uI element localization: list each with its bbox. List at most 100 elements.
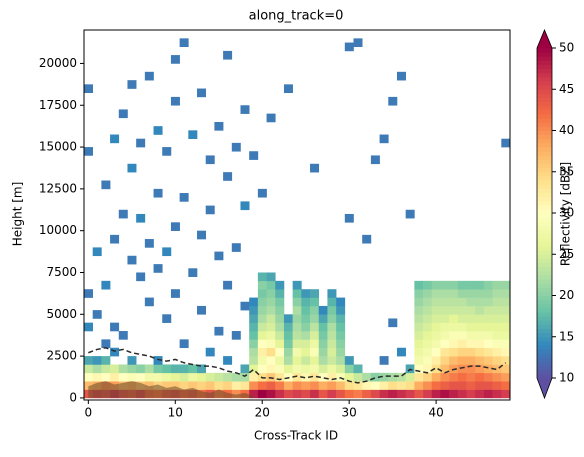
y-tick-label: 17500 <box>39 98 77 112</box>
cell <box>101 372 111 382</box>
cell <box>353 389 363 399</box>
colorbar-segment <box>537 155 552 160</box>
cell <box>440 372 450 382</box>
colorbar-segment <box>537 188 552 193</box>
colorbar-segment <box>537 114 552 119</box>
cell <box>275 322 285 332</box>
cell <box>118 109 128 119</box>
cell <box>283 84 293 94</box>
cell <box>414 389 424 399</box>
cell <box>170 364 180 374</box>
colorbar-segment <box>537 274 552 280</box>
cell <box>405 209 415 219</box>
cell <box>492 289 502 298</box>
colorbar-extend-top <box>537 30 552 48</box>
colorbar-segment <box>537 246 552 251</box>
cell <box>301 305 311 315</box>
cell <box>310 322 320 332</box>
cell <box>162 372 172 382</box>
colorbar-segment <box>537 109 552 115</box>
cell <box>327 356 337 365</box>
cell <box>153 188 163 198</box>
cell <box>214 121 224 131</box>
cell <box>144 71 154 81</box>
cell <box>475 356 485 365</box>
cell <box>266 297 276 307</box>
cell <box>110 364 120 374</box>
cell <box>440 356 450 365</box>
cell <box>197 364 207 374</box>
cell <box>483 314 493 323</box>
cell <box>336 314 346 323</box>
colorbar-segment <box>537 60 552 65</box>
cell <box>292 331 302 340</box>
cell <box>501 356 511 365</box>
colorbar-segment <box>537 307 552 313</box>
colorbar-segment <box>537 295 552 301</box>
cell <box>483 364 493 374</box>
cell <box>457 381 467 390</box>
cell <box>414 314 424 323</box>
cell <box>423 389 433 399</box>
x-axis-label: Cross-Track ID <box>254 429 338 443</box>
colorbar-segment <box>537 229 552 235</box>
colorbar-tick-label: 30 <box>559 206 574 220</box>
cell <box>423 356 433 365</box>
cell <box>344 42 354 52</box>
cell <box>162 364 172 374</box>
colorbar-segment <box>537 303 552 309</box>
cell <box>388 381 398 390</box>
cell <box>275 297 285 307</box>
colorbar-segment <box>537 299 552 305</box>
cell <box>344 381 354 390</box>
cell <box>240 105 250 114</box>
colorbar-segment <box>537 316 552 321</box>
cell <box>266 272 276 282</box>
cell <box>414 356 424 365</box>
cell <box>84 147 93 156</box>
cell <box>231 331 241 340</box>
cell <box>275 289 285 298</box>
cell <box>423 297 433 307</box>
cell <box>223 381 233 390</box>
cell <box>84 372 93 382</box>
cell <box>92 372 102 382</box>
cell <box>266 381 276 390</box>
colorbar-segment <box>537 340 552 346</box>
cell <box>370 372 380 382</box>
cell <box>144 372 154 382</box>
cell <box>188 381 198 390</box>
cell <box>327 339 337 349</box>
cell <box>110 134 120 144</box>
cell <box>318 364 328 374</box>
cell <box>301 372 311 382</box>
colorbar-segment <box>537 279 552 284</box>
cell <box>440 331 450 340</box>
cell <box>283 364 293 374</box>
chart-title: along_track=0 <box>249 9 344 24</box>
cell <box>249 372 259 382</box>
colorbar-segment <box>537 336 552 342</box>
colorbar-tick-label: 50 <box>559 41 574 55</box>
cell <box>414 364 424 374</box>
cell <box>475 364 485 374</box>
cell <box>266 356 276 365</box>
cell <box>431 339 441 349</box>
cell <box>501 305 511 315</box>
cell <box>257 389 267 399</box>
cell <box>440 314 450 323</box>
cell <box>440 305 450 315</box>
cell <box>231 389 241 399</box>
cell <box>327 331 337 340</box>
cell <box>223 372 233 382</box>
cell <box>370 155 380 165</box>
cell <box>483 356 493 365</box>
cell <box>336 389 346 399</box>
colorbar-segment <box>537 72 552 78</box>
cell <box>144 297 154 307</box>
colorbar-segment <box>537 64 552 70</box>
cell <box>440 297 450 307</box>
cell <box>275 305 285 315</box>
cell <box>240 364 250 374</box>
cell <box>423 314 433 323</box>
